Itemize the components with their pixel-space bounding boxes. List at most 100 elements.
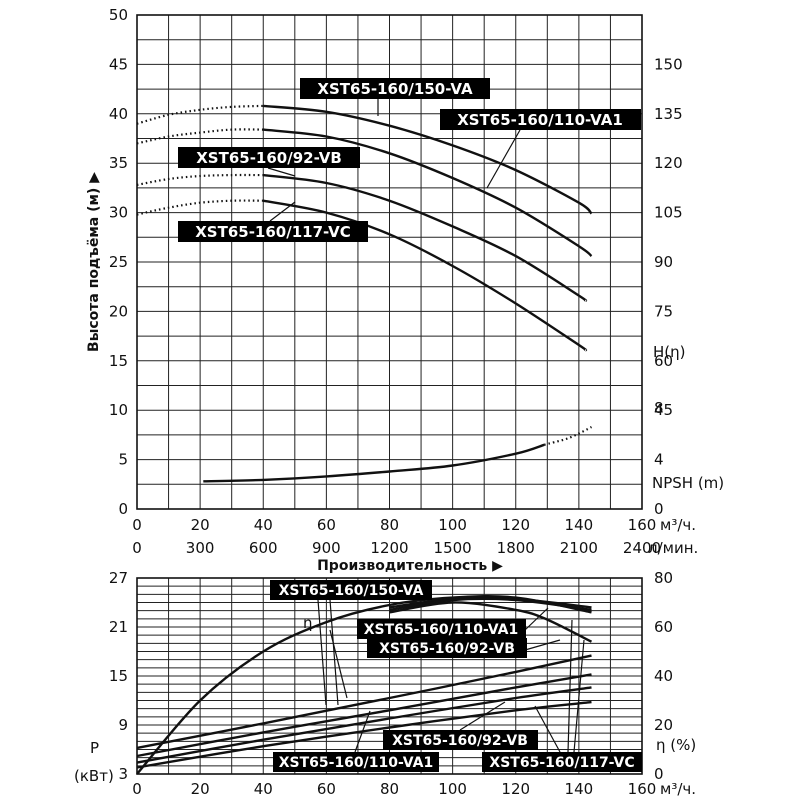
top-x2-tick-label: 2400: [623, 539, 661, 557]
top-y-tick-label: 45: [109, 55, 128, 73]
top-y3-tick-label: 8: [654, 399, 664, 417]
top-y-tick-label: 50: [109, 6, 128, 24]
top-y2-tick-label: 120: [654, 154, 683, 172]
top-x-axis-title: Производительность ▶: [317, 558, 503, 574]
bottom-y2-tick-label: 80: [654, 569, 673, 587]
bottom-y2-tick-label: 20: [654, 716, 673, 734]
bottom-x-tick-label: 20: [191, 780, 210, 798]
top-y-tick-label: 30: [109, 204, 128, 222]
top-x2-tick-label: 1500: [434, 539, 472, 557]
tag-bot-va1-text: XST65-160/110-VA1: [364, 622, 519, 638]
tag-top-vb-text: XST65-160/92-VB: [196, 149, 342, 167]
top-y3-tick-label: 0: [654, 500, 664, 518]
top-y2-tick-label: 105: [654, 204, 683, 222]
bottom-y-tick-label: 21: [109, 618, 128, 636]
top-x-tick-label: 160: [628, 516, 657, 534]
power-curve-XST65-160/150-VA: [136, 654, 592, 750]
bottom-eta-label: η (%): [656, 736, 696, 754]
leader-bot-vb: [524, 639, 561, 651]
leader-bot-vc-2: [567, 619, 573, 753]
top-y-tick-label: 35: [109, 154, 128, 172]
bottom-y-tick-label: 15: [109, 667, 128, 685]
head-curve-XST65-160/110-VA1: [263, 128, 593, 258]
top-y-tick-label: 20: [109, 302, 128, 320]
top-x-tick-label: 140: [565, 516, 594, 534]
leader-bot-vb2: [459, 701, 506, 731]
leader-top-vb: [267, 167, 296, 177]
power-curve-XST65-160/110-VA1: [136, 673, 592, 758]
top-x2-tick-label: 900: [312, 539, 341, 557]
label-leader-lines: [267, 99, 585, 753]
top-plot-frame: [136, 14, 643, 510]
bottom-y-tick-label: 3: [118, 765, 128, 783]
tag-bot-vb2: XST65-160/92-VB: [383, 730, 538, 750]
top-y-tick-label: 5: [118, 451, 128, 469]
tag-top-va-text: XST65-160/150-VA: [317, 80, 473, 98]
tag-top-vb: XST65-160/92-VB: [178, 147, 360, 168]
bottom-x-tick-label: 120: [501, 780, 530, 798]
bottom-p-label: P: [90, 739, 99, 757]
tag-top-va: XST65-160/150-VA: [300, 78, 490, 99]
top-y2-tick-label: 60: [654, 352, 673, 370]
top-x2-tick-label: 600: [249, 539, 278, 557]
top-y2-tick-label: 75: [654, 302, 673, 320]
top-chart-curves: [136, 104, 593, 483]
tag-top-vc: XST65-160/117-VC: [178, 221, 368, 242]
head-curve-dotted-XST65-160/110-VA1: [136, 128, 264, 145]
bottom-x-tick-label: 0: [132, 780, 142, 798]
top-x2-unit: л/мин.: [648, 539, 698, 557]
bottom-plot-frame: [136, 577, 643, 775]
top-x2-tick-label: 300: [186, 539, 215, 557]
bottom-x-tick-label: 160: [628, 780, 657, 798]
bottom-chart-grid: [136, 577, 643, 775]
head-curve-XST65-160/92-VB: [263, 173, 588, 302]
top-y2-tick-label: 150: [654, 55, 683, 73]
tag-bot-va: XST65-160/150-VA: [270, 580, 432, 600]
top-y-axis-title: Высота подъёма (м) ▶: [86, 172, 102, 352]
leader-bot-va-eff: [329, 599, 339, 706]
top-x2-tick-label: 2100: [560, 539, 598, 557]
bottom-p-unit: (кВт): [74, 767, 114, 785]
npsh-label: NPSH (m): [652, 474, 724, 492]
bottom-y2-tick-label: 60: [654, 618, 673, 636]
head-curve-dotted-XST65-160/92-VB: [136, 173, 264, 186]
bottom-x-tick-label: 60: [317, 780, 336, 798]
leader-bot-eta: [329, 629, 348, 699]
top-x2-tick-label: 0: [132, 539, 142, 557]
top-y-tick-label: 10: [109, 401, 128, 419]
power-curve-XST65-160/117-VC: [136, 700, 592, 769]
head-curve-XST65-160/117-VC: [263, 199, 588, 352]
tag-bot-vc-text: XST65-160/117-VC: [489, 755, 634, 771]
bottom-chart-tick-labels: 0 20 40 60 80 100 120 140 160 3 9 15 21 27 0 20 40 60 80: [109, 569, 673, 798]
leader-bot-va-power: [317, 599, 327, 706]
bottom-x-tick-label: 40: [254, 780, 273, 798]
tag-top-vc-text: XST65-160/117-VC: [195, 223, 351, 241]
tag-bot-vc: XST65-160/117-VC: [482, 752, 642, 772]
power-curve-XST65-160/92-VB: [136, 686, 592, 764]
npsh-curve-dotted: [543, 426, 593, 446]
top-x-tick-label: 60: [317, 516, 336, 534]
tag-top-va1-text: XST65-160/110-VA1: [457, 111, 623, 129]
tag-bot-va1b: XST65-160/110-VA1: [273, 752, 439, 772]
tag-bot-va-text: XST65-160/150-VA: [279, 583, 424, 599]
leader-bot-va1b: [354, 710, 371, 753]
h-eta-label: H(η): [653, 343, 686, 361]
efficiency-curve-XST65-160/150-VA: [136, 595, 592, 775]
tag-bot-va1b-text: XST65-160/110-VA1: [279, 755, 434, 771]
bottom-eta-mark: η: [303, 614, 313, 632]
leader-top-va1: [486, 129, 521, 189]
bottom-y2-tick-label: 0: [654, 765, 664, 783]
efficiency-curve-XST65-160/117-VC: [389, 601, 593, 643]
top-x-tick-label: 0: [132, 516, 142, 534]
top-x-tick-label: 80: [380, 516, 399, 534]
leader-bot-vc-3: [573, 639, 585, 753]
bottom-chart-curves: [136, 595, 593, 775]
top-y2-tick-label: 90: [654, 253, 673, 271]
leader-bot-va1: [524, 607, 549, 631]
head-curve-XST65-160/150-VA: [263, 104, 593, 215]
top-x-tick-label: 120: [501, 516, 530, 534]
npsh-curve: [203, 443, 545, 483]
leader-top-vc: [269, 201, 296, 222]
